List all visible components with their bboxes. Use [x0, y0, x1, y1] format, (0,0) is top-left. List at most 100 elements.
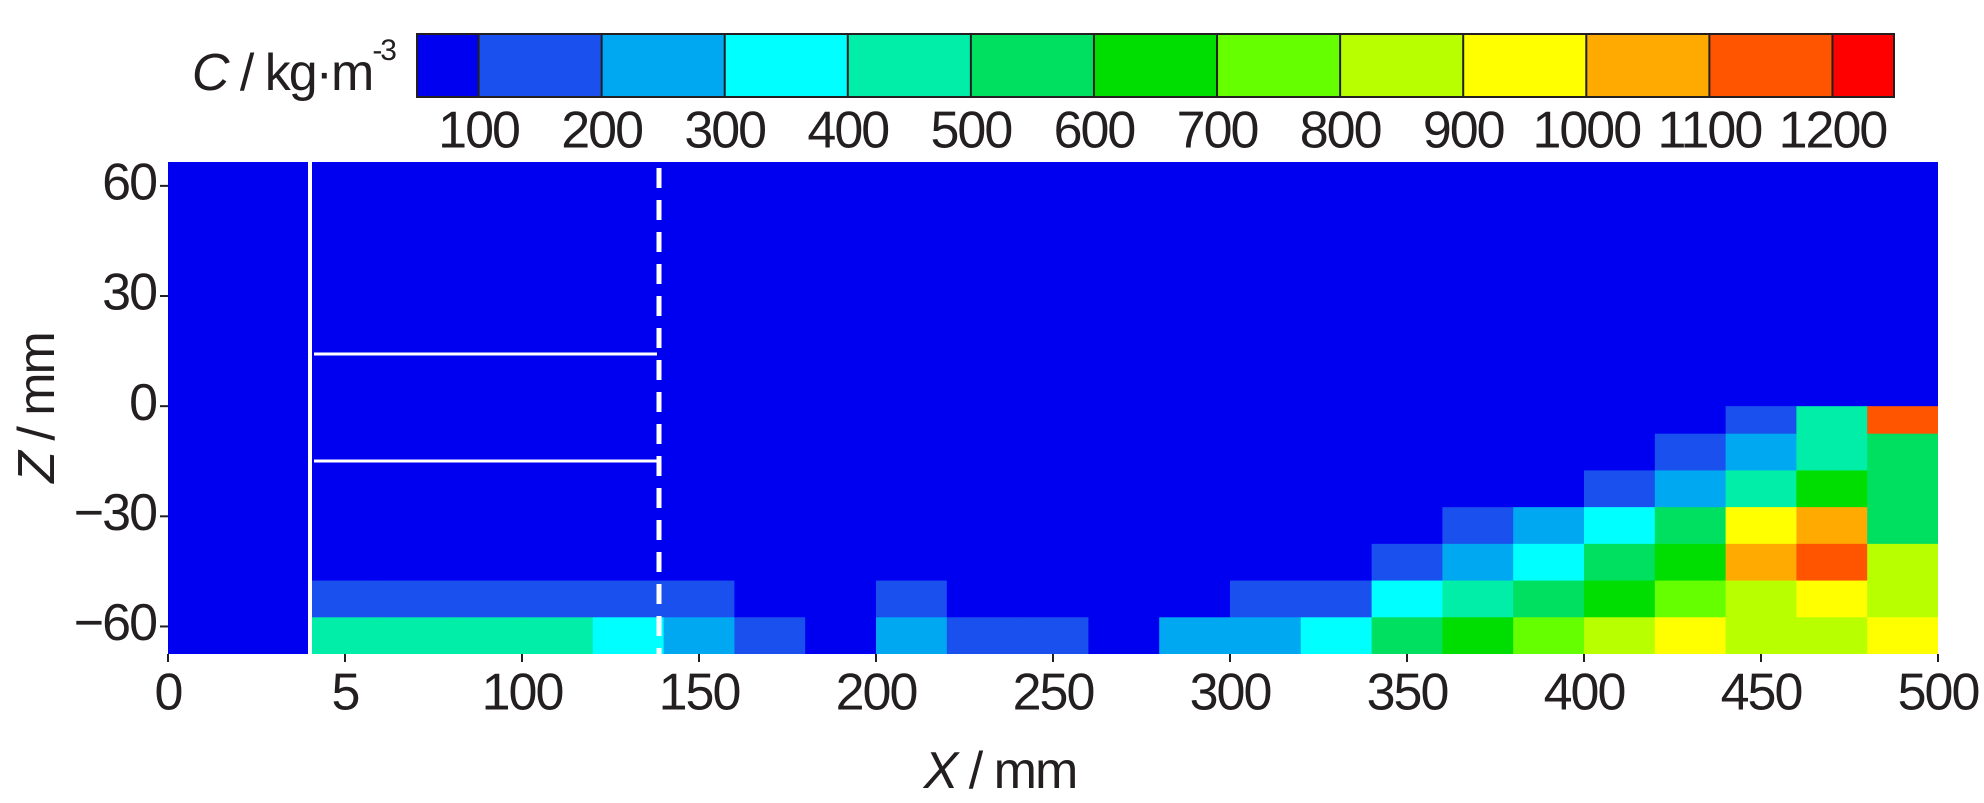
colorbar-tick-label: 100 — [438, 102, 519, 160]
cell — [1371, 231, 1443, 270]
colorbar-segment — [1340, 34, 1464, 97]
cell — [663, 162, 735, 196]
cell — [309, 195, 381, 233]
cell — [380, 433, 452, 472]
cell — [734, 268, 806, 306]
cell — [1654, 470, 1727, 508]
cell — [451, 406, 523, 435]
colorbar-tick-label: 1200 — [1779, 102, 1887, 160]
cell — [1371, 543, 1443, 582]
cell — [1725, 305, 1797, 343]
cell — [1442, 406, 1514, 435]
cell — [380, 543, 452, 582]
cell — [380, 305, 452, 343]
cell — [592, 231, 665, 270]
cell — [946, 433, 1019, 472]
cell — [876, 162, 948, 196]
cell — [1230, 617, 1302, 654]
cell — [1088, 470, 1160, 508]
cell — [238, 305, 311, 343]
cell — [1513, 162, 1585, 196]
cell — [1230, 341, 1302, 380]
cell — [805, 268, 877, 306]
cell — [592, 162, 665, 196]
cell — [1159, 162, 1231, 196]
y-tick-label: 0 — [129, 374, 156, 432]
cell — [522, 305, 594, 343]
colorbar-symbol: C — [192, 44, 230, 102]
cell — [1300, 341, 1373, 380]
cell — [1442, 580, 1514, 618]
cell — [522, 268, 594, 306]
cell — [1442, 617, 1514, 654]
cell — [522, 580, 594, 618]
cell — [1017, 580, 1089, 618]
cell — [522, 378, 594, 407]
y-axis-symbol: Z — [8, 449, 66, 485]
cell — [238, 231, 311, 270]
x-tick-label: 5 — [332, 664, 359, 722]
cell — [1654, 406, 1727, 435]
cell — [1796, 580, 1868, 618]
cell — [1867, 580, 1938, 618]
colorbar-segment — [417, 34, 479, 97]
cell — [451, 195, 523, 233]
cell — [380, 341, 452, 380]
cell — [805, 305, 877, 343]
cell — [1513, 617, 1585, 654]
cell — [380, 231, 452, 270]
cell — [309, 162, 381, 196]
cell — [1584, 543, 1656, 582]
cell — [592, 378, 665, 407]
cell — [1584, 507, 1656, 545]
cell — [1017, 341, 1089, 380]
colorbar-tick-label: 700 — [1177, 102, 1258, 160]
cell — [451, 341, 523, 380]
cell — [1513, 378, 1585, 407]
cell — [309, 433, 381, 472]
cell — [1371, 507, 1443, 545]
colorbar-tick-label: 800 — [1300, 102, 1381, 160]
cell — [663, 341, 735, 380]
cell — [451, 162, 523, 196]
cell — [805, 507, 877, 545]
colorbar-unit: / kg·m — [227, 44, 372, 102]
cell — [238, 268, 311, 306]
cell — [1159, 231, 1231, 270]
colorbar-segment — [1832, 34, 1894, 97]
cell — [380, 580, 452, 618]
cell — [380, 378, 452, 407]
cell — [1654, 195, 1727, 233]
cell — [592, 507, 665, 545]
cell — [451, 433, 523, 472]
cell — [1442, 195, 1514, 233]
cell — [451, 580, 523, 618]
colorbar-tick-label: 600 — [1054, 102, 1135, 160]
cell — [1725, 617, 1797, 654]
cell — [1230, 507, 1302, 545]
y-axis-unit: / mm — [8, 333, 66, 453]
cell — [451, 268, 523, 306]
cell — [238, 507, 311, 545]
cell — [805, 162, 877, 196]
colorbar-segment — [601, 34, 725, 97]
cell — [663, 268, 735, 306]
cell — [1159, 617, 1231, 654]
cell — [876, 507, 948, 545]
cell — [1088, 231, 1160, 270]
cell — [946, 543, 1019, 582]
cell — [734, 580, 806, 618]
cell — [238, 378, 311, 407]
cell — [1017, 433, 1089, 472]
cell — [1796, 162, 1868, 196]
cell — [1159, 433, 1231, 472]
cell — [734, 617, 806, 654]
cell — [309, 268, 381, 306]
cell — [168, 543, 240, 582]
cell — [1867, 617, 1938, 654]
cell — [522, 341, 594, 380]
cell — [663, 406, 735, 435]
cell — [1017, 617, 1089, 654]
cell — [1867, 162, 1938, 196]
cell — [522, 406, 594, 435]
